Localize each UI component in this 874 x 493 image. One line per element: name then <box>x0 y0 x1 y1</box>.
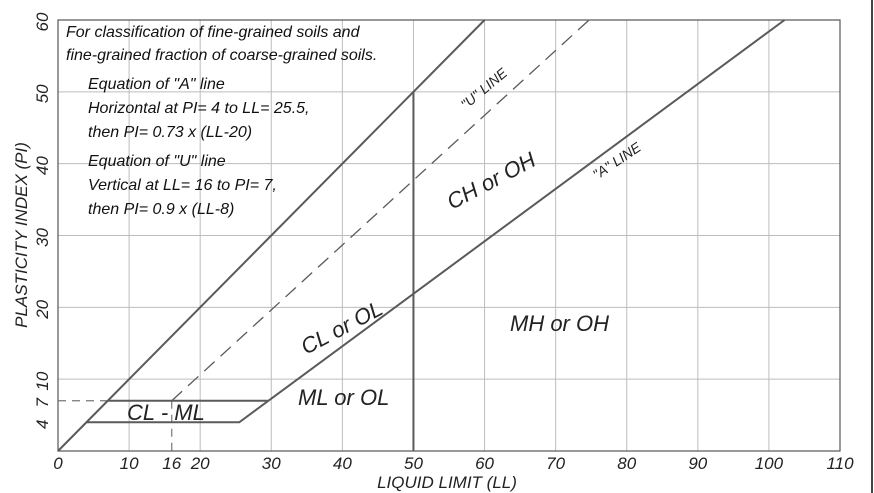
x-tick-label-90: 90 <box>688 454 707 473</box>
x-tick-label-40: 40 <box>333 454 352 473</box>
x-tick-label-60: 60 <box>475 454 494 473</box>
x-tick-label-30: 30 <box>262 454 281 473</box>
y-axis-title: PLASTICITY INDEX (PI) <box>12 142 31 328</box>
x-tick-label-80: 80 <box>617 454 636 473</box>
a-line-equation-formula: then PI= 0.73 x (LL-20) <box>88 124 252 141</box>
lines-layer <box>57 19 786 452</box>
y-tick-label-20: 20 <box>33 299 52 319</box>
x-tick-label-20: 20 <box>190 454 210 473</box>
x-tick-label-100: 100 <box>755 454 784 473</box>
region-mh-oh: MH or OH <box>510 311 609 336</box>
y-tick-label-50: 50 <box>33 84 52 103</box>
region-cl-ol: CL or OL <box>297 296 387 360</box>
u-line-equation-vertical: Vertical at LL= 16 to PI= 7, <box>88 177 277 194</box>
region-cl-ml: CL - ML <box>127 400 205 425</box>
grid-layer <box>57 0 873 493</box>
plot-frame <box>57 19 841 452</box>
x-tick-label-110: 110 <box>826 454 854 473</box>
u-line-equation-formula: then PI= 0.9 x (LL-8) <box>88 201 234 218</box>
region-ch-oh: CH or OH <box>443 147 540 214</box>
ticks-layer: 0 10 16 20 30 40 50 60 70 80 90 100 110 4 7 10 20 30 40 50 6… <box>33 12 854 473</box>
note-line-2: fine-grained fraction of coarse-grained … <box>66 47 377 64</box>
note-line-1: For classification of fine-grained soils… <box>66 24 361 41</box>
a-line <box>86 19 786 424</box>
x-tick-label-50: 50 <box>404 454 423 473</box>
x-tick-label-16: 16 <box>162 454 181 473</box>
y-tick-label-10: 10 <box>33 371 52 390</box>
a-line-equation-title: Equation of "A" line <box>88 76 225 93</box>
x-tick-label-70: 70 <box>546 454 565 473</box>
x-axis-title: LIQUID LIMIT (LL) <box>377 473 517 492</box>
a-line-label: "A" LINE <box>590 138 645 182</box>
region-ml-ol: ML or OL <box>298 385 389 410</box>
y-tick-label-60: 60 <box>33 12 52 31</box>
x-tick-label-0: 0 <box>53 454 63 473</box>
y-tick-label-7: 7 <box>33 397 52 407</box>
y-tick-label-30: 30 <box>33 228 52 247</box>
x-tick-label-10: 10 <box>120 454 139 473</box>
u-line <box>171 19 590 402</box>
y-tick-label-40: 40 <box>33 156 52 175</box>
y-tick-label-4: 4 <box>33 420 52 429</box>
a-line-equation-horizontal: Horizontal at PI= 4 to LL= 25.5, <box>88 100 309 117</box>
u-line-equation-title: Equation of "U" line <box>88 153 226 170</box>
